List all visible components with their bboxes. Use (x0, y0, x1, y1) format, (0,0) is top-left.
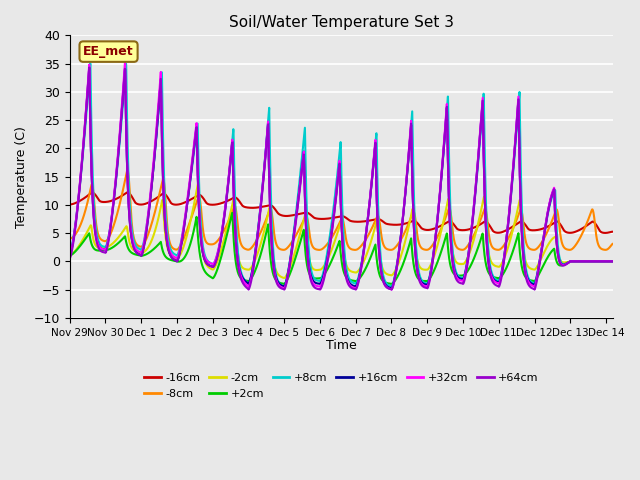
+64cm (160, 203, 168, 209)
+2cm (609, 258, 617, 264)
+32cm (298, 167, 306, 172)
-16cm (609, 229, 617, 235)
+32cm (275, 281, 282, 287)
+32cm (66, 253, 74, 259)
+8cm (275, 278, 282, 284)
Line: +2cm: +2cm (70, 213, 613, 284)
+16cm (388, 286, 396, 291)
+16cm (609, 258, 617, 264)
-16cm (128, 194, 136, 200)
-8cm (275, 245, 282, 251)
Line: +32cm: +32cm (70, 63, 613, 289)
+64cm (599, 258, 607, 264)
+64cm (128, 237, 136, 243)
Line: -2cm: -2cm (70, 183, 613, 278)
+2cm (599, 258, 607, 264)
+32cm (599, 258, 607, 264)
+32cm (160, 199, 168, 204)
+64cm (541, 231, 548, 237)
+2cm (298, 234, 306, 240)
+2cm (275, 279, 282, 285)
-16cm (298, 211, 306, 216)
+2cm (160, 251, 168, 257)
+8cm (128, 227, 136, 233)
+16cm (541, 228, 548, 234)
Line: +64cm: +64cm (70, 68, 613, 289)
Line: -8cm: -8cm (70, 170, 613, 250)
-2cm (541, 249, 548, 255)
+2cm (228, 210, 236, 216)
+8cm (609, 258, 617, 264)
-8cm (128, 221, 136, 227)
-8cm (124, 167, 131, 173)
-16cm (599, 230, 607, 236)
+8cm (160, 175, 168, 181)
+64cm (609, 258, 617, 264)
Line: +16cm: +16cm (70, 68, 613, 288)
+2cm (541, 261, 548, 266)
Title: Soil/Water Temperature Set 3: Soil/Water Temperature Set 3 (229, 15, 454, 30)
-2cm (160, 216, 168, 222)
-8cm (599, 247, 607, 252)
+16cm (298, 166, 306, 172)
+32cm (128, 234, 136, 240)
Text: EE_met: EE_met (83, 45, 134, 58)
+64cm (280, 287, 288, 292)
-16cm (160, 191, 168, 196)
-2cm (128, 245, 136, 251)
+32cm (609, 258, 617, 264)
+32cm (121, 60, 129, 66)
+2cm (128, 250, 136, 256)
+8cm (66, 250, 74, 256)
+64cm (85, 65, 93, 71)
-8cm (66, 236, 74, 241)
-16cm (124, 190, 131, 195)
-16cm (540, 225, 548, 231)
+16cm (66, 253, 74, 259)
-16cm (275, 211, 282, 216)
-8cm (298, 221, 306, 227)
+16cm (275, 280, 282, 286)
-8cm (160, 180, 168, 186)
+8cm (86, 60, 94, 66)
-2cm (599, 258, 607, 264)
-2cm (609, 258, 617, 264)
Line: +8cm: +8cm (70, 63, 613, 287)
Line: -16cm: -16cm (70, 192, 613, 233)
-2cm (280, 275, 288, 281)
+16cm (85, 65, 93, 71)
-8cm (316, 247, 323, 253)
Legend: -16cm, -8cm, -2cm, +2cm, +8cm, +16cm, +32cm, +64cm: -16cm, -8cm, -2cm, +2cm, +8cm, +16cm, +3… (140, 369, 543, 403)
+8cm (599, 258, 607, 264)
+8cm (280, 284, 288, 289)
+32cm (541, 228, 548, 234)
-2cm (298, 224, 306, 229)
+8cm (541, 229, 548, 235)
-2cm (275, 272, 282, 277)
+16cm (160, 203, 168, 209)
-8cm (609, 241, 617, 247)
+64cm (298, 168, 306, 173)
+8cm (298, 154, 306, 160)
+64cm (66, 256, 74, 262)
+2cm (66, 253, 74, 259)
-16cm (601, 230, 609, 236)
+32cm (388, 287, 396, 292)
-2cm (66, 252, 74, 258)
+16cm (128, 236, 136, 242)
Y-axis label: Temperature (C): Temperature (C) (15, 126, 28, 228)
X-axis label: Time: Time (326, 339, 357, 352)
+2cm (388, 281, 396, 287)
-8cm (541, 235, 548, 240)
+16cm (599, 258, 607, 264)
-2cm (194, 180, 202, 186)
-16cm (66, 202, 74, 207)
+64cm (275, 283, 282, 288)
